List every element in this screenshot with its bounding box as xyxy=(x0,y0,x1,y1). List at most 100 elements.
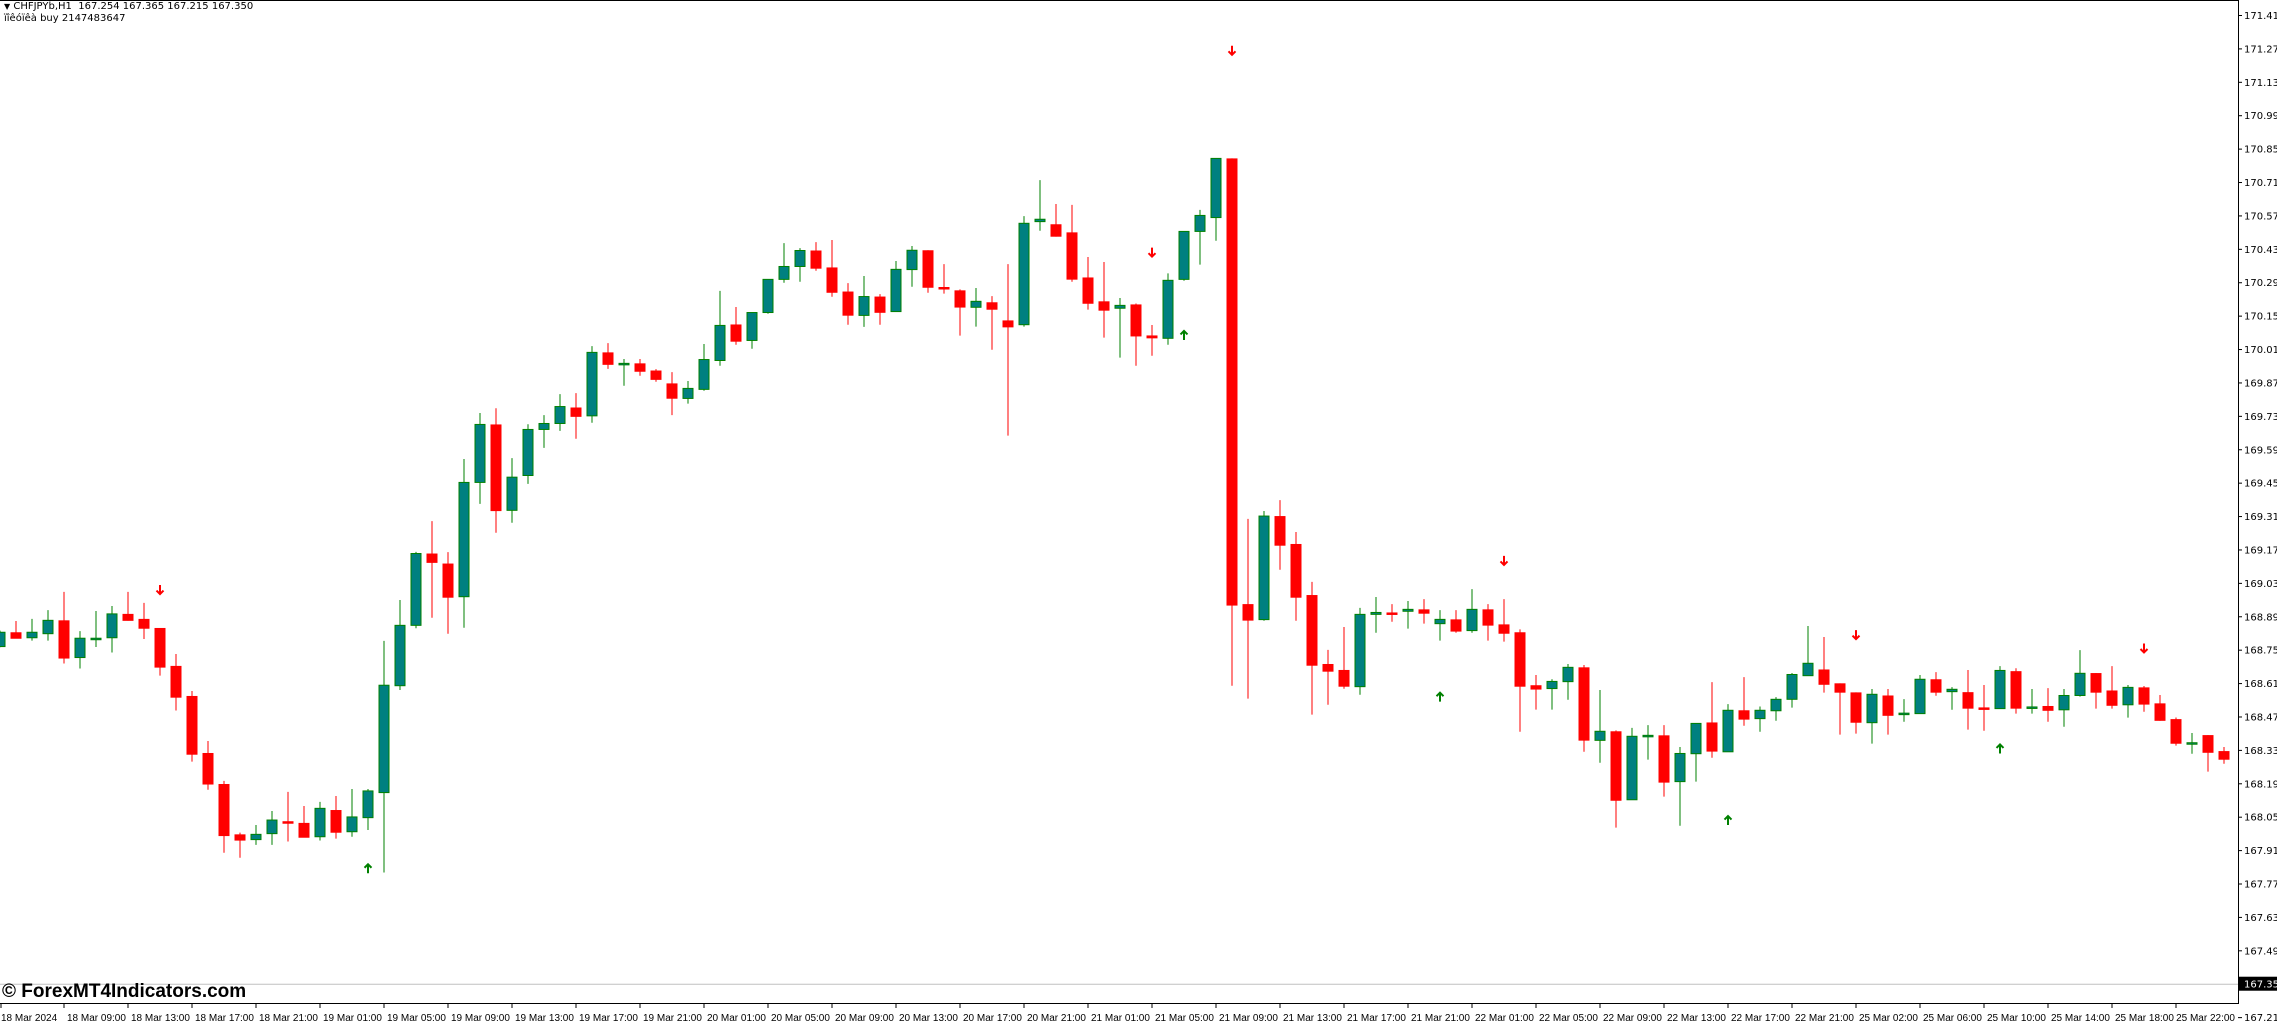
candle[interactable] xyxy=(2138,685,2150,712)
candle[interactable] xyxy=(1338,627,1350,689)
triangle-down-icon[interactable]: ▼ xyxy=(4,2,11,11)
candle[interactable] xyxy=(2058,689,2070,727)
candle[interactable] xyxy=(1434,610,1446,641)
candle[interactable] xyxy=(970,287,982,327)
candle[interactable] xyxy=(1242,518,1254,699)
candle[interactable] xyxy=(1210,157,1222,241)
candle[interactable] xyxy=(986,296,998,350)
candle[interactable] xyxy=(1098,261,1110,338)
candle[interactable] xyxy=(794,248,806,282)
candle[interactable] xyxy=(762,278,774,314)
candle[interactable] xyxy=(202,741,214,790)
candle[interactable] xyxy=(1546,679,1558,710)
candle[interactable] xyxy=(506,458,518,523)
candle[interactable] xyxy=(1594,689,1606,763)
candle[interactable] xyxy=(410,551,422,629)
candle[interactable] xyxy=(2170,717,2182,746)
candle[interactable] xyxy=(1034,180,1046,231)
candle[interactable] xyxy=(1402,601,1414,629)
candle[interactable] xyxy=(634,359,646,376)
candle[interactable] xyxy=(1690,722,1702,782)
candle[interactable] xyxy=(90,611,102,648)
candle[interactable] xyxy=(1466,589,1478,633)
candle[interactable] xyxy=(58,591,70,664)
candle[interactable] xyxy=(810,242,822,271)
candle[interactable] xyxy=(682,381,694,404)
candle[interactable] xyxy=(698,344,710,391)
candle[interactable] xyxy=(618,359,630,386)
candle[interactable] xyxy=(362,789,374,831)
candle[interactable] xyxy=(170,653,182,711)
candle[interactable] xyxy=(42,610,54,641)
candle[interactable] xyxy=(74,631,86,669)
candle[interactable] xyxy=(2026,689,2038,714)
candle[interactable] xyxy=(1530,674,1542,710)
candle[interactable] xyxy=(1258,511,1270,621)
candle[interactable] xyxy=(1066,204,1078,282)
candle[interactable] xyxy=(874,294,886,325)
candle[interactable] xyxy=(1370,596,1382,633)
candle[interactable] xyxy=(186,690,198,762)
candle[interactable] xyxy=(906,245,918,287)
candle[interactable] xyxy=(1930,672,1942,696)
candle[interactable] xyxy=(2042,688,2054,722)
candle[interactable] xyxy=(234,832,246,858)
candle[interactable] xyxy=(1002,264,1014,436)
candle[interactable] xyxy=(282,791,294,842)
candle[interactable] xyxy=(1914,674,1926,715)
candle[interactable] xyxy=(378,640,390,873)
candle[interactable] xyxy=(938,264,950,294)
candle[interactable] xyxy=(1978,684,1990,731)
candle[interactable] xyxy=(2074,650,2086,697)
candle[interactable] xyxy=(1226,158,1238,686)
candle[interactable] xyxy=(2010,668,2022,714)
candle[interactable] xyxy=(1754,706,1766,732)
candle[interactable] xyxy=(1834,683,1846,735)
candle[interactable] xyxy=(266,810,278,845)
candle[interactable] xyxy=(298,805,310,838)
candle[interactable] xyxy=(2090,673,2102,709)
candle[interactable] xyxy=(586,346,598,423)
candle[interactable] xyxy=(1306,581,1318,715)
candle[interactable] xyxy=(1610,730,1622,828)
candle[interactable] xyxy=(1706,682,1718,758)
candle[interactable] xyxy=(250,825,262,845)
candle[interactable] xyxy=(1274,500,1286,570)
price-axis[interactable]: 171.410 171.270 171.130 170.990 170.850 170.7… xyxy=(2238,11,2277,1024)
candle[interactable] xyxy=(1898,699,1910,722)
candle[interactable] xyxy=(1882,689,1894,735)
candle[interactable] xyxy=(218,780,230,853)
candle[interactable] xyxy=(1130,303,1142,366)
candle[interactable] xyxy=(1946,687,1958,710)
candle[interactable] xyxy=(1866,689,1878,744)
candle[interactable] xyxy=(746,312,758,349)
candle[interactable] xyxy=(1786,673,1798,708)
candle[interactable] xyxy=(714,290,726,366)
candle[interactable] xyxy=(890,260,902,313)
candle[interactable] xyxy=(1962,669,1974,730)
candle[interactable] xyxy=(1498,599,1510,642)
candle[interactable] xyxy=(394,600,406,690)
candle[interactable] xyxy=(1514,629,1526,732)
candle[interactable] xyxy=(1770,697,1782,721)
candle[interactable] xyxy=(2122,684,2134,718)
candle[interactable] xyxy=(490,408,502,533)
candle[interactable] xyxy=(570,393,582,439)
candle[interactable] xyxy=(2186,732,2198,754)
candle[interactable] xyxy=(1162,273,1174,345)
candle[interactable] xyxy=(10,621,22,639)
candle[interactable] xyxy=(26,618,38,641)
candle[interactable] xyxy=(1642,725,1654,760)
candle[interactable] xyxy=(842,283,854,325)
candle[interactable] xyxy=(1018,216,1030,327)
candle[interactable] xyxy=(1738,677,1750,726)
candle[interactable] xyxy=(1562,663,1574,700)
candle[interactable] xyxy=(138,602,150,639)
plot-area[interactable] xyxy=(0,45,2238,985)
candle[interactable] xyxy=(106,606,118,653)
candle[interactable] xyxy=(122,591,134,621)
candle[interactable] xyxy=(2106,666,2118,709)
candle[interactable] xyxy=(1818,637,1830,693)
candle[interactable] xyxy=(330,795,342,839)
candle[interactable] xyxy=(1418,599,1430,624)
